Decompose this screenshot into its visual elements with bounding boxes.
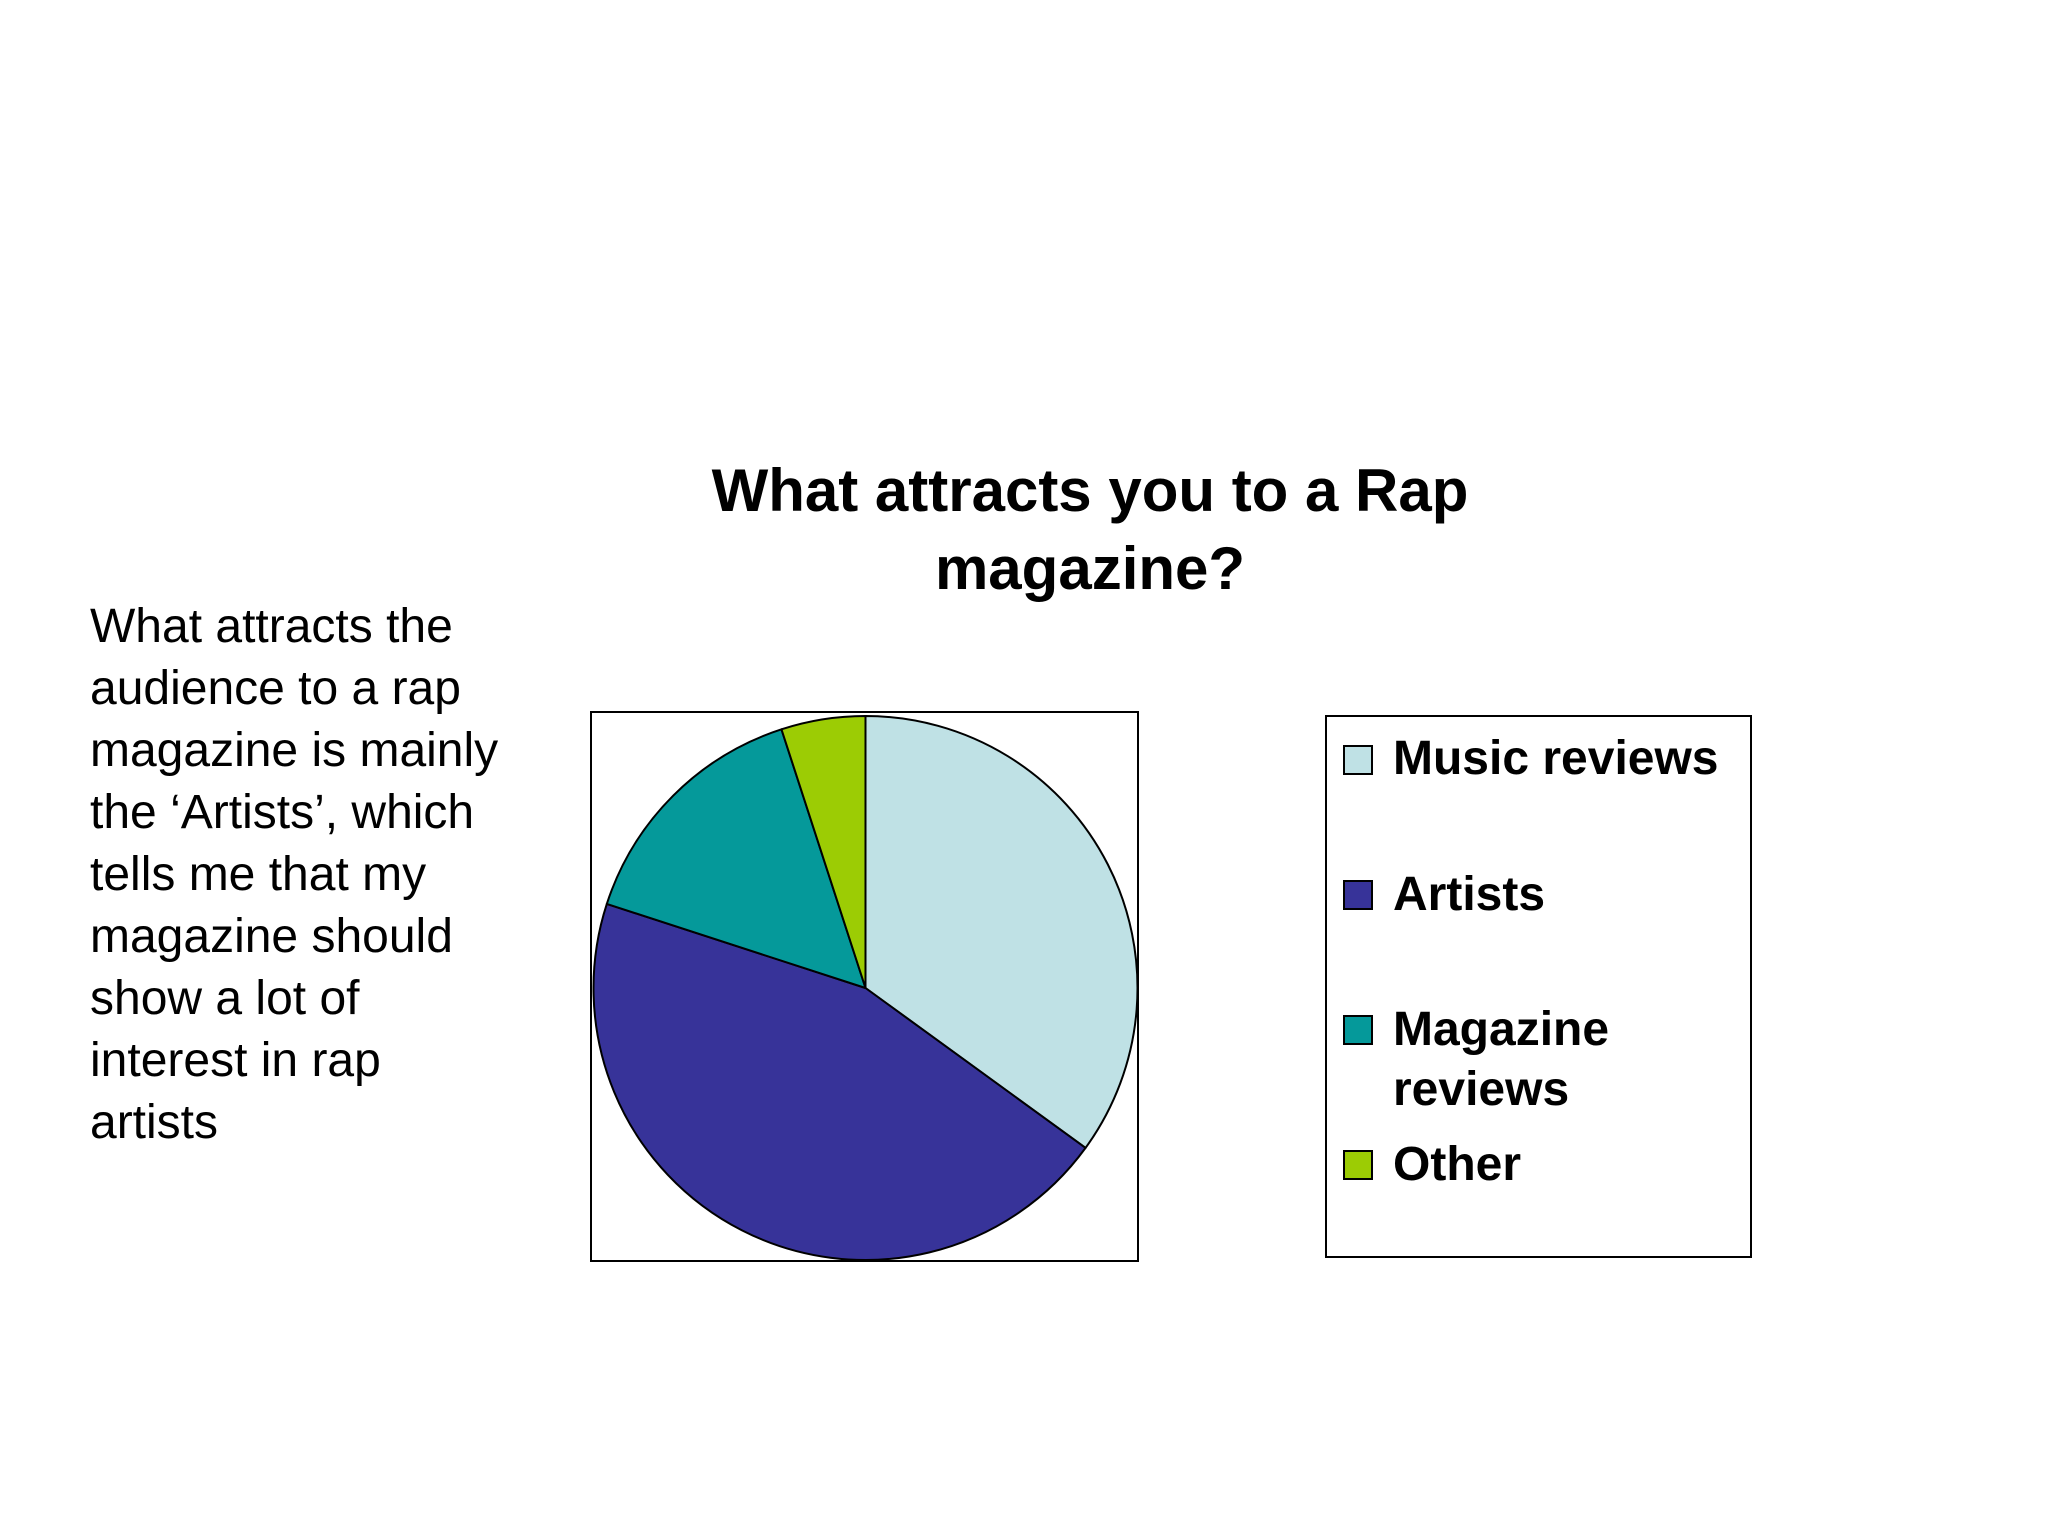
legend-label-magazine-reviews: Magazine reviews (1393, 1003, 1610, 1116)
legend-swatch-artists (1343, 880, 1373, 910)
body-text: What attracts the audience to a rap maga… (90, 600, 499, 1149)
legend-label-other: Other (1393, 1138, 1522, 1191)
chart-title: What attracts you to a Rap magazine? (711, 457, 1469, 602)
legend-swatch-magazine-reviews (1343, 1015, 1373, 1045)
pie-slice-music-reviews (864, 715, 1139, 1149)
pie-slice-magazine-reviews (605, 728, 867, 989)
legend-label-music-reviews: Music reviews (1393, 732, 1719, 785)
legend: Music reviews Artists Magazine reviews O… (1325, 715, 1752, 1258)
pie-chart (592, 715, 1139, 1261)
pie-slice-other (780, 715, 867, 989)
legend-swatch-other (1343, 1150, 1373, 1180)
legend-swatch-music-reviews (1343, 745, 1373, 775)
plot-area (590, 711, 1139, 1262)
legend-label-artists: Artists (1393, 868, 1546, 921)
pie-slice-artists (592, 902, 1087, 1261)
